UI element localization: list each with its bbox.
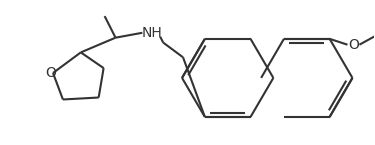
Text: O: O — [348, 38, 359, 52]
Text: NH: NH — [142, 26, 163, 40]
Text: O: O — [46, 66, 57, 80]
